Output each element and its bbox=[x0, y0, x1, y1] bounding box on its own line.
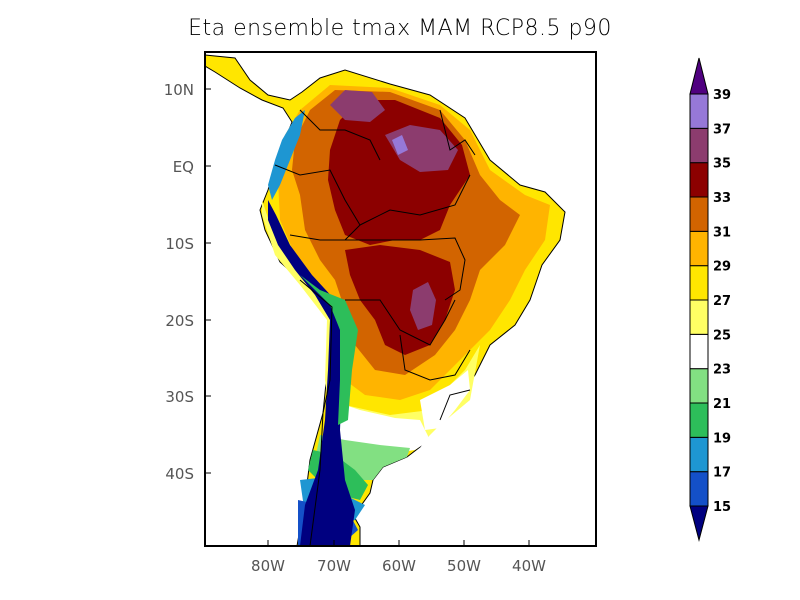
colorbar: 15 17 19 21 23 25 27 29 31 33 35 37 39 bbox=[689, 57, 731, 542]
colorbar-box bbox=[689, 196, 709, 232]
colorbar-label: 27 bbox=[713, 294, 731, 309]
lat-tick-label: 20S bbox=[165, 312, 194, 330]
colorbar-label: 37 bbox=[713, 122, 731, 137]
lon-tick-label: 80W bbox=[251, 557, 285, 575]
colorbar-label: 25 bbox=[713, 328, 731, 343]
colorbar-label: 23 bbox=[713, 363, 731, 378]
map-title: Eta ensemble tmax MAM RCP8.5 p90 bbox=[188, 16, 612, 41]
colorbar-box bbox=[689, 93, 709, 129]
lon-tick-label: 50W bbox=[447, 557, 481, 575]
lat-tick-label: 10N bbox=[164, 81, 194, 99]
colorbar-label: 19 bbox=[713, 431, 731, 446]
country-borders bbox=[274, 109, 476, 546]
colorbar-label: 17 bbox=[713, 466, 731, 481]
lat-axis: 10N EQ 10S 20S 30S 40S bbox=[164, 81, 211, 483]
lon-tick-label: 70W bbox=[317, 557, 351, 575]
region-15-17-andes-north bbox=[268, 110, 305, 200]
region-37-39-guiana bbox=[385, 125, 458, 172]
colorbar-label: 15 bbox=[713, 500, 731, 515]
colorbar-box bbox=[689, 333, 709, 370]
colorbar-label: 21 bbox=[713, 397, 731, 412]
colorbar-box bbox=[689, 436, 709, 473]
lon-tick-label: 40W bbox=[512, 557, 546, 575]
colorbar-min-arrow bbox=[689, 505, 709, 542]
temperature-field bbox=[205, 54, 566, 546]
colorbar-box bbox=[689, 265, 709, 301]
lat-tick-label: 40S bbox=[165, 465, 194, 483]
colorbar-box bbox=[689, 471, 709, 507]
lat-tick-label: EQ bbox=[173, 158, 194, 176]
region-below-15-andes bbox=[268, 200, 355, 546]
colorbar-max-arrow bbox=[689, 57, 709, 95]
region-35-37-south bbox=[345, 245, 455, 355]
colorbar-box bbox=[689, 299, 709, 335]
colorbar-box bbox=[689, 162, 709, 198]
colorbar-label: 35 bbox=[713, 157, 731, 172]
colorbar-box bbox=[689, 368, 709, 404]
region-23-25-uruguay bbox=[420, 370, 470, 430]
region-37-39-venezuela bbox=[330, 90, 385, 122]
colorbar-box bbox=[689, 402, 709, 438]
lon-tick-label: 60W bbox=[382, 557, 416, 575]
colorbar-label: 39 bbox=[713, 88, 731, 103]
colorbar-label: 29 bbox=[713, 260, 731, 275]
region-19-21-andes-flank bbox=[300, 275, 358, 425]
lat-tick-label: 30S bbox=[165, 388, 194, 406]
region-37-39-pantanal bbox=[410, 282, 436, 330]
colorbar-box bbox=[689, 127, 709, 164]
lon-axis: 80W 70W 60W 50W 40W bbox=[251, 540, 546, 575]
colorbar-label: 31 bbox=[713, 225, 731, 240]
colorbar-box bbox=[689, 230, 709, 267]
region-39-plus bbox=[392, 135, 408, 155]
map-frame bbox=[204, 51, 597, 547]
colorbar-label: 33 bbox=[713, 191, 731, 206]
lat-tick-label: 10S bbox=[165, 235, 194, 253]
